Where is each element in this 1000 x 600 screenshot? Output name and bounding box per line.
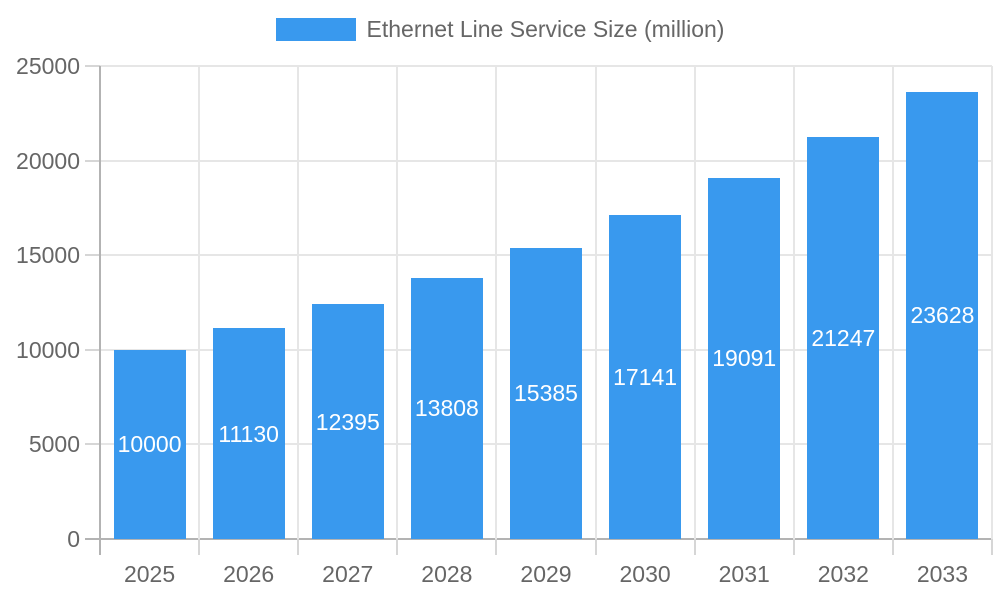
category-divider	[991, 66, 993, 539]
x-axis-label: 2030	[619, 561, 671, 587]
category-divider	[891, 66, 894, 539]
x-axis-line	[100, 538, 992, 540]
x-axis-label: 2026	[223, 561, 275, 587]
x-axis-label: 2032	[817, 561, 869, 587]
legend-swatch	[275, 18, 356, 41]
x-axis-label: 2028	[421, 561, 473, 587]
category-divider	[792, 66, 795, 539]
bar-value-label: 13808	[414, 395, 479, 422]
category-divider	[594, 66, 597, 539]
bar-value-label: 21247	[811, 325, 876, 351]
bar[interactable]	[708, 177, 781, 539]
category-divider	[297, 66, 300, 539]
x-tick	[495, 539, 498, 555]
y-gridline	[100, 65, 992, 67]
x-axis-label: 2031	[718, 561, 770, 587]
y-tick	[85, 254, 100, 257]
category-divider	[495, 66, 498, 539]
bar-value-label: 11130	[218, 420, 279, 447]
bar-value-label: 10000	[117, 431, 182, 458]
bar-value-label: 23628	[910, 302, 975, 329]
chart-legend[interactable]: Ethernet Line Service Size (million)	[0, 18, 1000, 41]
x-tick	[396, 539, 399, 555]
bar[interactable]	[113, 349, 186, 539]
y-tick	[85, 538, 100, 540]
y-axis-label: 20000	[16, 147, 80, 174]
x-tick	[297, 539, 300, 555]
x-tick	[792, 539, 795, 555]
y-axis-label: 0	[67, 526, 80, 552]
y-axis-label: 15000	[16, 242, 80, 269]
x-axis-label: 2033	[916, 561, 969, 587]
y-axis-label: 25000	[16, 53, 80, 79]
bar-value-label: 15385	[514, 380, 578, 407]
category-divider	[693, 66, 696, 539]
bar[interactable]	[212, 328, 285, 539]
bar[interactable]	[807, 137, 880, 539]
bar[interactable]	[906, 91, 979, 539]
y-tick	[85, 348, 100, 351]
bar[interactable]	[311, 304, 384, 539]
y-axis-label: 5000	[28, 431, 80, 458]
category-divider	[198, 66, 201, 539]
x-tick	[693, 539, 696, 555]
legend-label: Ethernet Line Service Size (million)	[366, 16, 725, 42]
x-axis-label: 2029	[520, 561, 572, 587]
y-tick	[85, 443, 100, 446]
y-axis-label: 10000	[16, 336, 80, 363]
category-divider	[396, 66, 399, 539]
bar[interactable]	[510, 247, 582, 539]
bar-value-label: 12395	[315, 408, 380, 435]
y-axis-line	[99, 66, 101, 539]
x-axis-label: 2027	[322, 561, 374, 587]
x-tick	[594, 539, 597, 555]
y-tick	[85, 65, 100, 67]
x-tick	[891, 539, 894, 555]
bar-value-label: 19091	[712, 345, 777, 372]
bar-value-label: 17141	[613, 363, 678, 390]
y-tick	[85, 159, 100, 162]
x-tick	[991, 539, 993, 555]
y-gridline	[100, 159, 992, 162]
x-axis-label: 2025	[123, 561, 176, 587]
bar[interactable]	[410, 277, 483, 539]
x-tick	[99, 539, 101, 555]
bar[interactable]	[609, 214, 682, 539]
x-tick	[198, 539, 201, 555]
